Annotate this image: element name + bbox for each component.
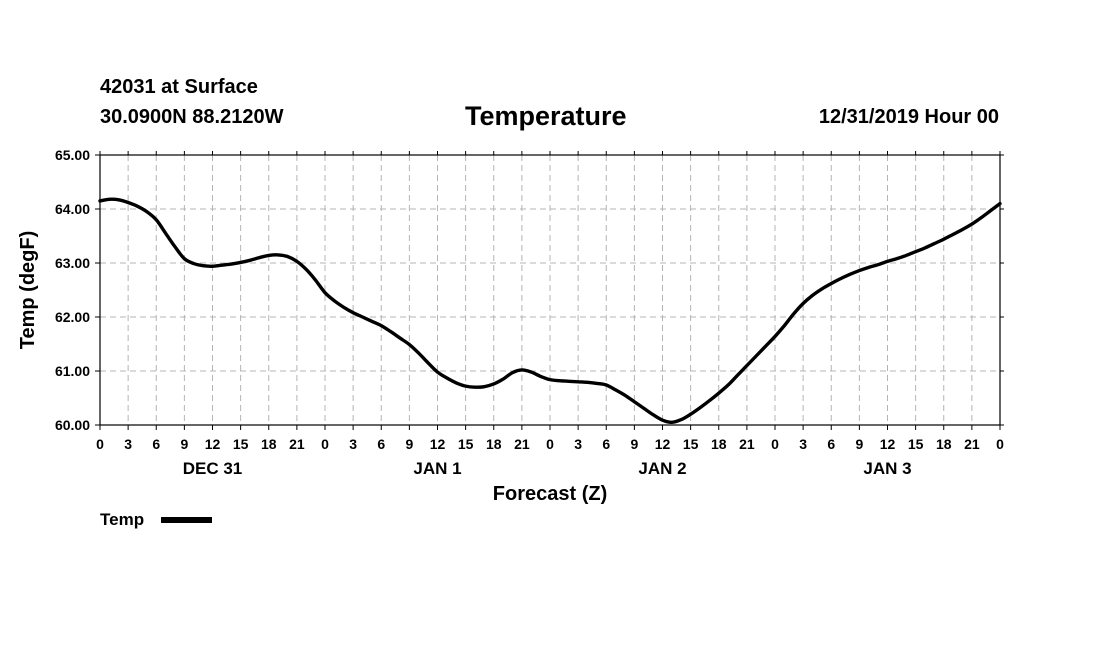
x-tick-label: 12: [430, 436, 446, 452]
x-tick-label: 15: [233, 436, 249, 452]
x-tick-label: 21: [964, 436, 980, 452]
x-tick-label: 21: [514, 436, 530, 452]
x-tick-label: 9: [405, 436, 413, 452]
x-tick-label: 9: [630, 436, 638, 452]
x-tick-label: 21: [289, 436, 305, 452]
y-tick-label: 61.00: [55, 363, 90, 379]
y-tick-label: 63.00: [55, 255, 90, 271]
x-tick-label: 9: [855, 436, 863, 452]
x-tick-label: 18: [711, 436, 727, 452]
x-tick-label: 3: [349, 436, 357, 452]
chart-title: Temperature: [465, 101, 627, 131]
x-tick-label: 18: [486, 436, 502, 452]
y-tick-label: 65.00: [55, 147, 90, 163]
x-tick-label: 15: [908, 436, 924, 452]
day-label: JAN 3: [863, 459, 911, 478]
series-line-temp: [98, 197, 1002, 425]
x-tick-label: 3: [799, 436, 807, 452]
legend-label-temp: Temp: [100, 510, 144, 529]
x-tick-label: 6: [152, 436, 160, 452]
x-tick-label: 0: [546, 436, 554, 452]
x-tick-label: 3: [574, 436, 582, 452]
coordinates-label: 30.0900N 88.2120W: [100, 106, 284, 128]
day-label: JAN 2: [638, 459, 686, 478]
day-label: JAN 1: [413, 459, 461, 478]
grid: [100, 155, 1000, 425]
y-tick-label: 60.00: [55, 417, 90, 433]
x-tick-label: 9: [180, 436, 188, 452]
y-axis-label: Temp (degF): [17, 231, 39, 350]
x-tick-label: 18: [261, 436, 277, 452]
x-tick-label: 12: [205, 436, 221, 452]
y-tick-label: 62.00: [55, 309, 90, 325]
axes: 0 3 6 9 12 15 18 21 0 3 6 9 12 15 18 21 0 3 6 9 12 15 18 21 0 3 6 9…: [55, 147, 1004, 478]
x-tick-label: 12: [880, 436, 896, 452]
station-label: 42031 at Surface: [100, 76, 258, 98]
series-layer: [98, 197, 1002, 425]
x-tick-label: 6: [827, 436, 835, 452]
x-tick-label: 6: [602, 436, 610, 452]
y-tick-label: 64.00: [55, 201, 90, 217]
x-tick-label: 15: [683, 436, 699, 452]
x-tick-label: 18: [936, 436, 952, 452]
x-tick-label: 12: [655, 436, 671, 452]
x-tick-label: 3: [124, 436, 132, 452]
day-label: DEC 31: [183, 459, 243, 478]
x-tick-label: 6: [377, 436, 385, 452]
x-tick-label: 0: [771, 436, 779, 452]
x-tick-label: 0: [96, 436, 104, 452]
legend-swatch-temp: [161, 517, 212, 523]
forecast-datetime: 12/31/2019 Hour 00: [818, 106, 999, 128]
x-axis-label: Forecast (Z): [493, 483, 607, 505]
x-tick-label: 0: [996, 436, 1004, 452]
x-tick-label: 15: [458, 436, 474, 452]
x-tick-label: 0: [321, 436, 329, 452]
x-tick-label: 21: [739, 436, 755, 452]
